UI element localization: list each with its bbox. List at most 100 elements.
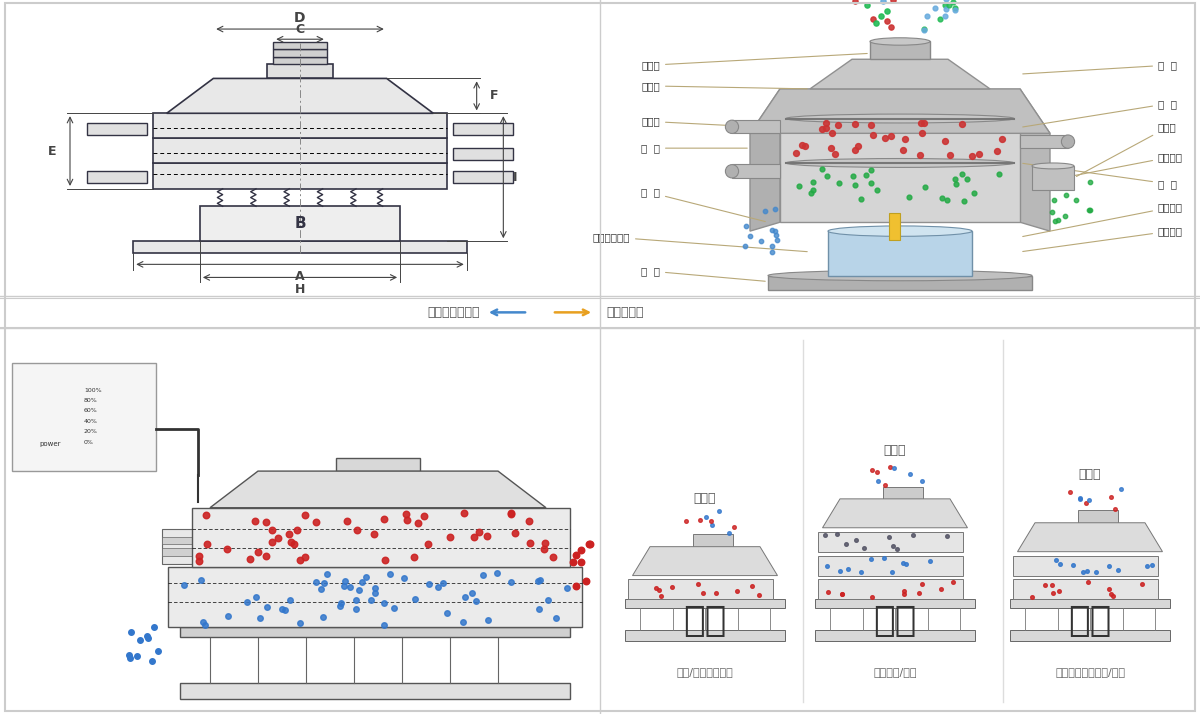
Point (120, 649, 139, 660)
FancyBboxPatch shape (454, 148, 514, 160)
Point (755, 205, 774, 216)
Point (943, 576, 962, 588)
Point (287, 524, 306, 536)
Point (385, 602, 404, 613)
Text: 加重块: 加重块 (1076, 122, 1177, 176)
FancyBboxPatch shape (815, 600, 974, 608)
Point (1103, 590, 1122, 602)
Text: 颗粒/粉末准确分级: 颗粒/粉末准确分级 (677, 667, 733, 677)
FancyBboxPatch shape (154, 114, 446, 138)
Point (257, 516, 276, 528)
Point (521, 538, 540, 549)
Point (1050, 585, 1069, 597)
Point (566, 580, 586, 591)
Text: C: C (295, 24, 305, 36)
FancyBboxPatch shape (1032, 166, 1074, 190)
Point (502, 576, 521, 588)
Point (365, 588, 384, 599)
Point (895, 133, 914, 144)
Point (740, 230, 760, 241)
Point (281, 594, 300, 605)
Text: 弹  簧: 弹 簧 (641, 188, 766, 221)
FancyBboxPatch shape (732, 164, 780, 178)
Point (306, 577, 325, 588)
Point (762, 225, 781, 236)
Point (1036, 579, 1055, 590)
Point (662, 582, 682, 593)
Point (946, 4, 965, 16)
Text: 80%: 80% (84, 398, 97, 403)
FancyBboxPatch shape (162, 548, 216, 556)
Point (191, 574, 210, 585)
Point (374, 619, 394, 630)
Text: E: E (48, 144, 56, 158)
Point (822, 142, 841, 154)
Point (649, 585, 668, 596)
Point (833, 588, 852, 600)
Point (896, 558, 916, 570)
Point (318, 568, 337, 580)
Point (880, 532, 899, 543)
Point (409, 518, 428, 529)
FancyBboxPatch shape (72, 446, 88, 454)
Point (197, 509, 216, 521)
Point (1074, 566, 1093, 578)
FancyBboxPatch shape (692, 534, 732, 547)
FancyBboxPatch shape (162, 537, 216, 544)
Point (833, 588, 852, 600)
Point (846, 118, 865, 129)
Point (829, 177, 848, 188)
Point (1142, 559, 1162, 570)
Ellipse shape (828, 226, 972, 236)
Point (955, 195, 974, 206)
Point (174, 580, 193, 591)
Point (1099, 560, 1118, 572)
Point (138, 630, 157, 641)
Point (397, 515, 416, 526)
FancyBboxPatch shape (817, 532, 962, 552)
Point (845, 145, 864, 156)
Point (1042, 206, 1061, 217)
FancyBboxPatch shape (1010, 600, 1170, 608)
Text: power: power (38, 441, 60, 447)
Text: 20%: 20% (84, 429, 98, 434)
Point (1055, 210, 1074, 221)
Text: 上部重锤: 上部重锤 (1034, 152, 1183, 183)
Circle shape (29, 371, 62, 393)
Point (529, 575, 548, 587)
Polygon shape (780, 89, 1020, 222)
Point (884, 462, 904, 473)
Point (749, 589, 768, 600)
Point (1067, 194, 1086, 206)
Point (247, 591, 266, 603)
Point (836, 538, 856, 550)
Circle shape (72, 388, 78, 392)
Point (473, 569, 492, 580)
Point (144, 621, 163, 633)
Point (487, 568, 506, 579)
Point (883, 0, 902, 6)
Point (1070, 493, 1090, 504)
Point (462, 587, 481, 598)
Point (1056, 189, 1075, 201)
Point (404, 551, 424, 563)
Text: 网  架: 网 架 (1022, 99, 1177, 127)
Point (894, 585, 913, 596)
Point (1043, 587, 1062, 598)
Point (743, 580, 762, 591)
Point (871, 0, 890, 1)
Point (992, 134, 1012, 145)
Point (580, 538, 599, 550)
Point (863, 130, 882, 141)
FancyBboxPatch shape (625, 630, 785, 640)
FancyBboxPatch shape (162, 529, 216, 563)
Point (868, 467, 887, 478)
Text: 筛  盘: 筛 盘 (1022, 164, 1177, 188)
Point (864, 14, 883, 25)
Point (894, 588, 913, 600)
Point (1102, 492, 1121, 503)
Point (376, 555, 395, 566)
Point (935, 136, 954, 147)
Point (858, 0, 877, 11)
Point (702, 519, 721, 531)
